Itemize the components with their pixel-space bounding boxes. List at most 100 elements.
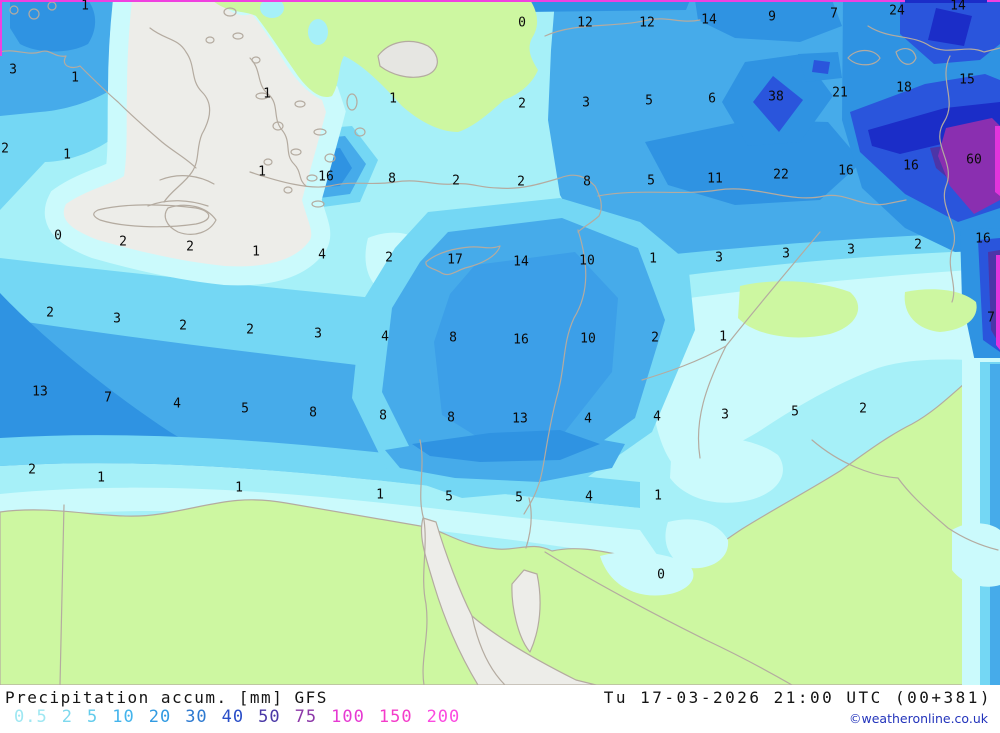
map-value-label: 3 <box>715 250 723 266</box>
map-value-label: 4 <box>173 396 181 412</box>
anatolia-lake <box>377 40 438 78</box>
map-value-label: 24 <box>889 3 905 19</box>
map-value-label: 10 <box>580 331 596 347</box>
cyprus-outline <box>425 245 501 276</box>
map-datetime: Tu 17-03-2026 21:00 UTC (00+381) <box>603 688 992 707</box>
legend-value: 150 <box>378 707 413 727</box>
legend-value: 30 <box>185 707 208 727</box>
map-value-label: 8 <box>583 174 591 190</box>
legend-value: 75 <box>294 707 318 727</box>
map-value-label: 16 <box>903 158 919 174</box>
map-value-label: 5 <box>241 401 249 417</box>
legend-value: 2 <box>61 707 73 727</box>
map-value-label: 3 <box>314 326 322 342</box>
map-value-label: 7 <box>987 310 995 326</box>
map-value-label: 11 <box>707 171 723 187</box>
footer: Precipitation accum. [mm] GFS Tu 17-03-2… <box>0 685 1000 733</box>
map-value-label: 12 <box>577 15 593 31</box>
map-value-label: 7 <box>104 390 112 406</box>
map-value-label: 16 <box>513 332 529 348</box>
map-value-label: 2 <box>518 96 526 112</box>
legend-value: 100 <box>331 707 365 727</box>
map-value-label: 3 <box>847 242 855 258</box>
map-value-label: 2 <box>452 173 460 189</box>
map-value-label: 2 <box>914 237 922 253</box>
map-value-label: 4 <box>381 329 389 345</box>
map-value-label: 2 <box>186 239 194 255</box>
map-value-label: 15 <box>959 72 975 88</box>
map-value-label: 18 <box>896 80 912 96</box>
aegean-region <box>44 0 346 286</box>
map-value-label: 1 <box>235 480 243 496</box>
map-value-label: 16 <box>975 231 991 247</box>
legend-value: 40 <box>221 707 245 727</box>
map-value-label: 2 <box>119 234 127 250</box>
map-value-label: 14 <box>701 12 717 28</box>
map-value-label: 14 <box>513 254 529 270</box>
legend-value: 5 <box>86 707 99 727</box>
map-value-label: 0 <box>54 228 62 244</box>
map-value-label: 3 <box>582 95 590 111</box>
map-value-label: 5 <box>645 93 653 109</box>
legend-value: 0.5 <box>14 707 48 727</box>
map-value-label: 5 <box>791 404 799 420</box>
map-value-label: 2 <box>46 305 54 321</box>
map-value-label: 3 <box>721 407 729 423</box>
map-value-label: 4 <box>653 409 661 425</box>
precipitation-legend: 0.5 2 5 10 20 30 40 50 75 100 150 200 <box>14 709 460 726</box>
map-value-label: 13 <box>512 411 528 427</box>
crete-island <box>93 204 210 228</box>
map-value-label: 14 <box>950 0 966 14</box>
map-value-label: 3 <box>113 311 121 327</box>
map-value-label: 22 <box>773 167 789 183</box>
map-value-label: 2 <box>651 330 659 346</box>
map-value-label: 1 <box>654 488 662 504</box>
map-value-label: 1 <box>376 487 384 503</box>
map-value-label: 1 <box>71 70 79 86</box>
map-value-label: 16 <box>318 169 334 185</box>
map-value-label: 1 <box>263 86 271 102</box>
map-value-label: 10 <box>579 253 595 269</box>
map-value-label: 2 <box>28 462 36 478</box>
map-value-label: 4 <box>318 247 326 263</box>
coastlines-borders <box>0 1 1000 685</box>
map-value-label: 9 <box>768 9 776 25</box>
map-value-label: 2 <box>385 250 393 266</box>
map-value-label: 1 <box>719 329 727 345</box>
map-value-label: 8 <box>379 408 387 424</box>
nile-river <box>419 439 428 685</box>
map-value-label: 1 <box>389 91 397 107</box>
map-value-label: 3 <box>9 62 17 78</box>
map-value-label: 60 <box>966 152 982 168</box>
map-title: Precipitation accum. [mm] GFS <box>5 688 328 707</box>
map-value-label: 2 <box>1 141 9 157</box>
map-value-label: 5 <box>445 489 453 505</box>
map-area: 1 0 12 12 14 9 7 24 14 3 1 1 1 2 3 5 6 38 21 18 15 2 1 1 16 8 2 2 8 5… <box>0 0 1000 685</box>
map-value-label: 5 <box>515 490 523 506</box>
map-value-label: 0 <box>518 15 526 31</box>
map-value-label: 1 <box>63 147 71 163</box>
map-value-label: 7 <box>830 6 838 22</box>
copyright-link[interactable]: ©weatheronline.co.uk <box>849 711 988 726</box>
map-value-label: 2 <box>517 174 525 190</box>
map-value-label: 1 <box>252 244 260 260</box>
map-value-label: 1 <box>649 251 657 267</box>
legend-value: 50 <box>258 707 281 727</box>
map-value-label: 2 <box>859 401 867 417</box>
precipitation-map <box>0 0 1000 685</box>
legend-value: 10 <box>112 707 135 727</box>
map-value-label: 2 <box>179 318 187 334</box>
map-value-label: 1 <box>258 164 266 180</box>
map-value-label: 17 <box>447 252 463 268</box>
map-value-label: 5 <box>647 173 655 189</box>
map-value-label: 4 <box>585 489 593 505</box>
map-value-label: 1 <box>81 0 89 14</box>
legend-value: 200 <box>426 707 461 727</box>
map-value-label: 38 <box>768 89 784 105</box>
legend-value: 20 <box>148 707 172 727</box>
syrian-desert-patch <box>738 281 859 338</box>
map-value-label: 12 <box>639 15 655 31</box>
map-frame <box>0 0 1000 56</box>
map-value-label: 3 <box>782 246 790 262</box>
